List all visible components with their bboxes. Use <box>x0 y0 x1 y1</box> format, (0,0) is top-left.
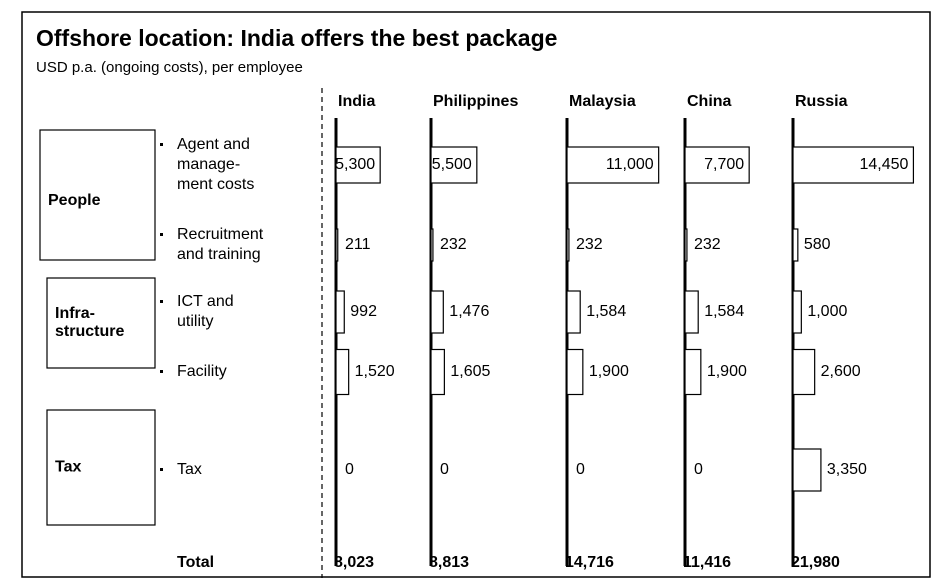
value-label: 1,900 <box>707 363 747 380</box>
row-label: and training <box>177 246 261 263</box>
row-label: Recruitment <box>177 226 264 243</box>
total-value: 21,980 <box>791 554 840 571</box>
value-label: 1,900 <box>589 363 629 380</box>
value-label: 2,600 <box>821 363 861 380</box>
row-label: Facility <box>177 363 227 380</box>
group-box <box>46 277 156 369</box>
column-header: India <box>338 93 375 110</box>
value-label: 11,000 <box>606 156 654 173</box>
frame <box>21 11 931 578</box>
total-value: 8,023 <box>334 554 374 571</box>
bar <box>430 348 445 396</box>
bullet <box>160 370 163 373</box>
bar <box>684 228 688 262</box>
column-header: Russia <box>795 93 848 110</box>
value-label: 0 <box>345 461 354 478</box>
group-label: People <box>48 192 101 209</box>
value-label: 232 <box>694 236 721 253</box>
bar <box>430 290 444 334</box>
value-label: 0 <box>440 461 449 478</box>
value-label: 232 <box>576 236 603 253</box>
column-header: China <box>687 93 732 110</box>
value-label: 5,300 <box>335 156 375 173</box>
group-label: Tax <box>55 459 81 476</box>
bar <box>335 146 381 184</box>
value-label: 5,500 <box>432 156 472 173</box>
value-label: 7,700 <box>704 156 744 173</box>
bullet <box>160 233 163 236</box>
bullet <box>160 468 163 471</box>
bar <box>566 146 660 184</box>
total-value: 11,416 <box>683 554 731 571</box>
bar <box>566 348 584 396</box>
bullet <box>160 300 163 303</box>
bar <box>335 290 345 334</box>
bar <box>566 290 581 334</box>
column-header: Philippines <box>433 93 518 110</box>
bar <box>792 348 816 396</box>
row-label: utility <box>177 313 213 330</box>
bar <box>430 228 434 262</box>
bullet <box>160 143 163 146</box>
value-label: 14,450 <box>859 156 908 173</box>
group-label: structure <box>55 323 124 340</box>
group-box <box>46 409 156 526</box>
row-label: manage- <box>177 156 240 173</box>
value-label: 1,605 <box>450 363 490 380</box>
value-label: 1,584 <box>586 303 626 320</box>
chart-subtitle: USD p.a. (ongoing costs), per employee <box>36 59 303 76</box>
total-label: Total <box>177 554 214 571</box>
bar <box>792 146 915 184</box>
value-label: 992 <box>350 303 377 320</box>
value-label: 232 <box>440 236 467 253</box>
column-header: Malaysia <box>569 93 636 110</box>
value-label: 0 <box>694 461 703 478</box>
value-label: 1,520 <box>355 363 395 380</box>
row-label: Tax <box>177 461 202 478</box>
bar <box>684 348 702 396</box>
value-label: 1,476 <box>449 303 489 320</box>
total-value: 14,716 <box>565 554 614 571</box>
bar <box>792 290 802 334</box>
value-label: 3,350 <box>827 461 867 478</box>
bar <box>335 228 339 262</box>
group-label: Infra- <box>55 305 95 322</box>
chart-title: Offshore location: India offers the best… <box>36 25 557 51</box>
value-label: 1,584 <box>704 303 744 320</box>
bar <box>684 146 750 184</box>
value-label: 211 <box>345 236 371 253</box>
row-label: ICT and <box>177 293 234 310</box>
row-label: ment costs <box>177 176 254 193</box>
group-box <box>39 129 156 261</box>
row-label: Agent and <box>177 136 250 153</box>
value-label: 1,000 <box>807 303 847 320</box>
bar <box>430 146 478 184</box>
bar <box>792 448 822 492</box>
bar <box>684 290 699 334</box>
total-value: 8,813 <box>429 554 469 571</box>
value-label: 0 <box>576 461 585 478</box>
value-label: 580 <box>804 236 831 253</box>
bar <box>566 228 570 262</box>
bar <box>792 228 799 262</box>
bar <box>335 348 350 396</box>
